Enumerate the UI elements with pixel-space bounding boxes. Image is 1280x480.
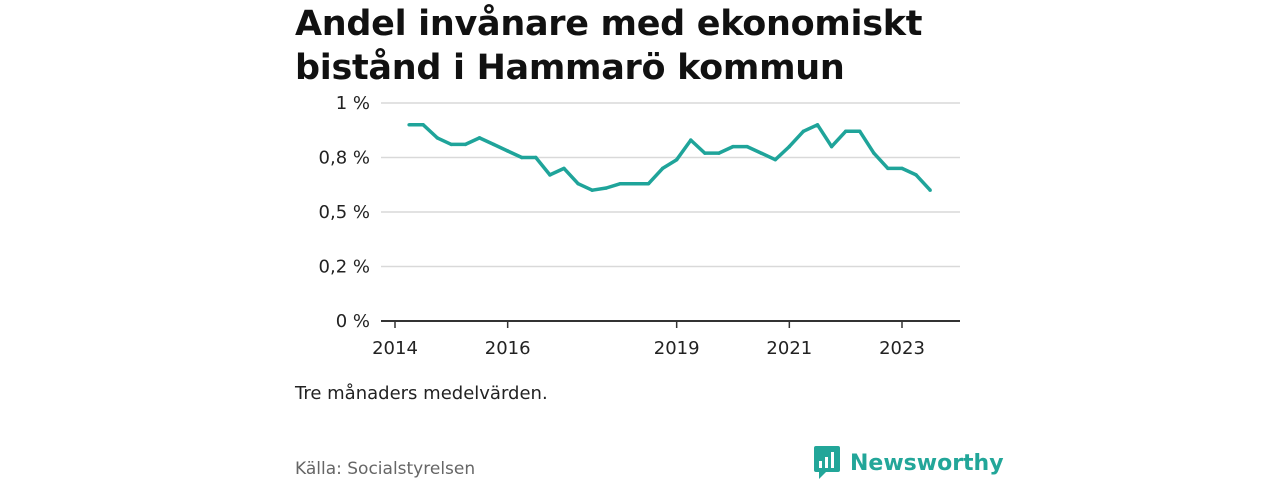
data-point [632,181,637,186]
data-point [407,123,411,127]
data-point [815,123,820,127]
data-point [759,151,763,155]
x-axis-ticks [394,321,903,328]
data-point [900,166,904,171]
data-point [886,166,890,171]
newsworthy-logo-icon [814,446,840,479]
data-point [773,157,777,162]
data-point [703,151,707,155]
y-axis-labels: 0 % 0,2 % 0,5 % 0,8 % 1 % [319,93,370,332]
data-point [745,144,749,149]
data-point [463,142,468,147]
data-point [787,144,792,149]
data-point [858,129,862,134]
brand-logo: Newsworthy [814,446,1004,480]
data-point [562,166,566,171]
data-point [576,181,580,186]
grid-lines [381,102,960,268]
brand-name: Newsworthy [850,450,1004,476]
series-layer [407,123,932,192]
y-tick-label: 0,5 % [319,202,370,223]
y-tick-label: 0 % [336,311,370,332]
data-point [618,181,623,186]
data-point [674,157,679,162]
data-point [660,166,665,171]
y-tick-label: 0,8 % [319,148,370,169]
data-point [449,142,454,147]
x-tick-label: 2019 [654,338,700,359]
data-point [520,155,524,160]
data-point [548,173,552,177]
data-point [534,155,538,160]
data-point [505,149,510,153]
data-point [914,173,918,177]
data-point [829,144,834,149]
series-line [409,123,932,192]
x-axis-labels: 2014 2016 2019 2021 2023 [372,338,925,359]
x-tick-label: 2016 [485,338,531,359]
chart-title: Andel invånare med ekonomiskt bistånd i … [295,4,923,88]
data-point [801,129,806,134]
data-point [491,142,496,147]
data-point [843,129,848,134]
data-point [872,151,876,155]
data-point [717,151,721,155]
data-point [646,181,651,186]
chart-note: Tre månaders medelvärden. [295,383,548,404]
data-point [731,144,735,149]
data-point [435,136,439,140]
x-tick-label: 2023 [879,338,925,359]
data-point [590,188,594,192]
data-point [604,186,608,190]
x-tick-label: 2021 [766,338,812,359]
data-point [689,138,693,142]
y-tick-label: 1 % [336,93,370,114]
source-text: Källa: Socialstyrelsen [295,459,476,479]
data-point [928,188,932,192]
y-tick-label: 0,2 % [319,257,370,278]
data-point [477,136,482,140]
data-point [421,123,425,127]
x-tick-label: 2014 [372,338,418,359]
